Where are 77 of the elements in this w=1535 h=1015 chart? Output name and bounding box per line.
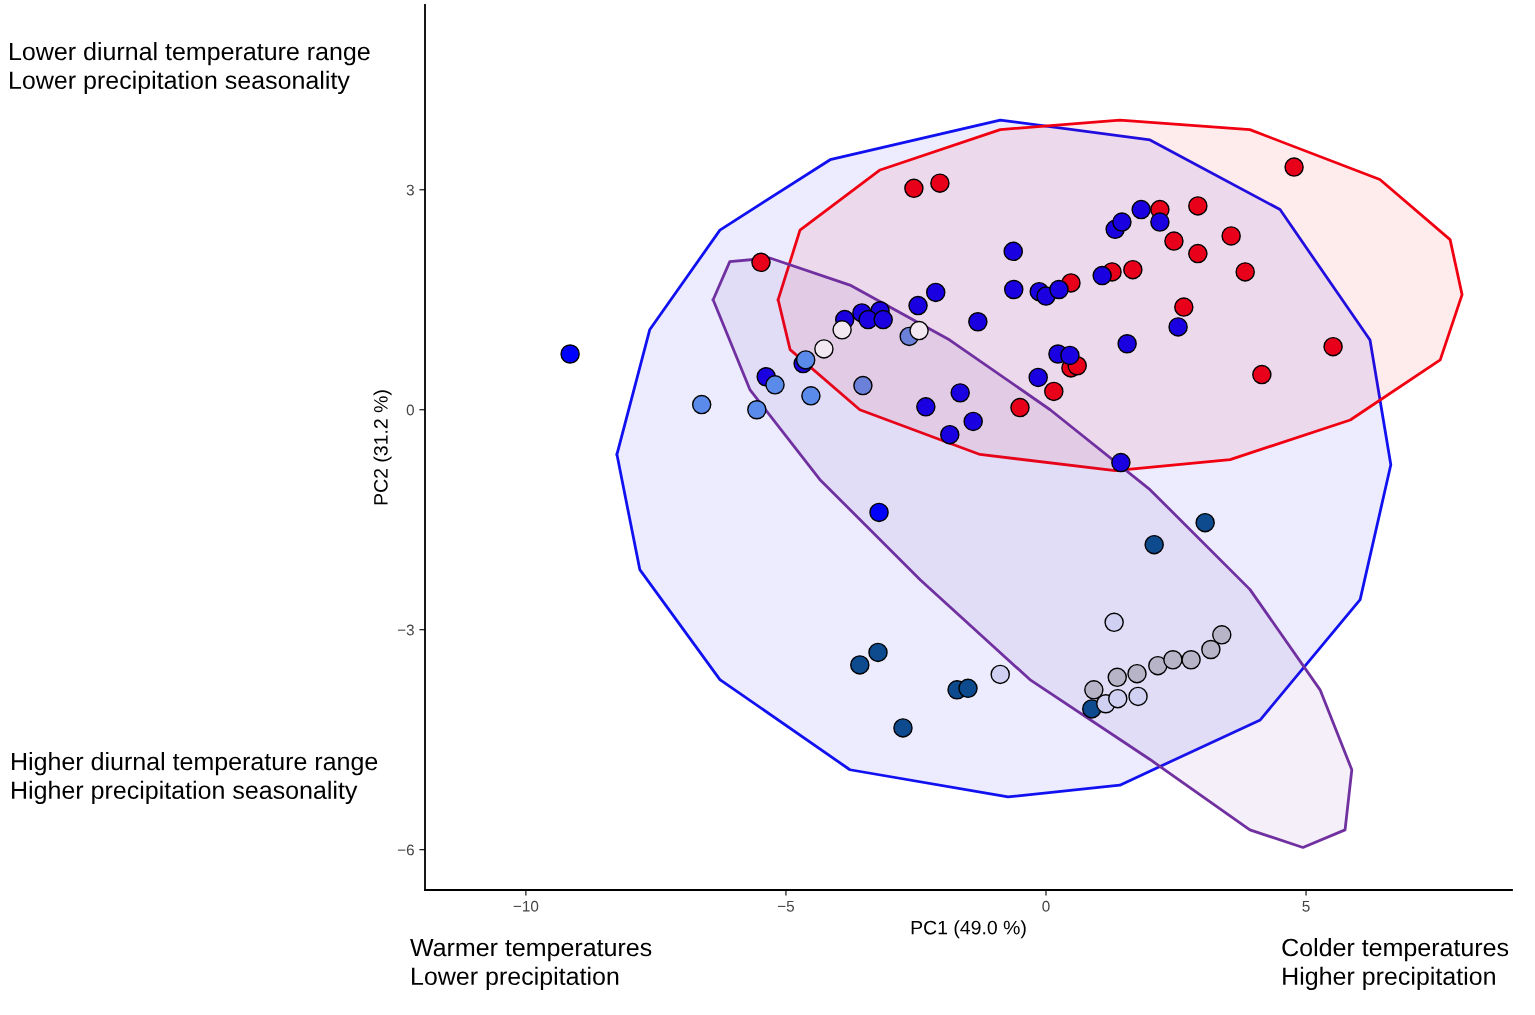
point <box>560 344 580 364</box>
point <box>940 424 960 445</box>
text: Warmer temperatures Lower precipitation <box>410 938 652 991</box>
point <box>873 309 893 330</box>
point <box>1107 667 1127 688</box>
point <box>1323 336 1343 357</box>
point <box>1123 259 1143 280</box>
x-tick-label: 0 <box>1042 900 1050 912</box>
point <box>1112 212 1132 232</box>
point <box>1235 262 1255 282</box>
point <box>990 664 1010 685</box>
point <box>916 397 936 417</box>
point <box>1128 686 1148 707</box>
point <box>963 411 983 432</box>
point <box>1084 680 1104 700</box>
point <box>925 282 946 303</box>
x-tick-label: −5 <box>777 900 795 912</box>
point <box>1188 196 1208 216</box>
point <box>1144 534 1164 555</box>
point <box>1150 212 1170 232</box>
point <box>950 383 970 403</box>
point <box>1195 512 1215 533</box>
point <box>1028 367 1048 388</box>
point <box>1044 381 1064 402</box>
point <box>958 678 978 699</box>
y-tick-label: −3 <box>397 624 414 636</box>
y-axis-title: PC2 (31.2 %) <box>373 390 392 505</box>
point <box>801 386 821 406</box>
point <box>893 718 913 738</box>
point <box>1212 625 1232 645</box>
point <box>1148 655 1168 676</box>
point <box>1104 612 1124 633</box>
point <box>908 295 928 316</box>
point <box>1201 639 1221 660</box>
point <box>1111 452 1131 473</box>
point <box>747 399 767 420</box>
point <box>1010 397 1030 418</box>
point <box>1117 333 1137 354</box>
point <box>850 655 870 675</box>
point <box>1003 279 1024 300</box>
x-tick-label: 5 <box>1302 900 1310 912</box>
point <box>1168 317 1188 337</box>
point <box>832 320 852 340</box>
point <box>1284 157 1304 177</box>
point <box>1163 650 1183 670</box>
point <box>909 320 929 341</box>
point <box>1181 650 1201 670</box>
point <box>868 642 888 663</box>
point <box>1174 297 1194 317</box>
point <box>1127 663 1147 684</box>
x-tick-label: −10 <box>513 900 539 912</box>
point <box>691 394 712 415</box>
point <box>765 375 785 395</box>
point <box>853 375 873 396</box>
x-axis-title: PC1 (49.0 %) <box>911 920 1026 939</box>
y-tick-label: 0 <box>406 404 414 416</box>
y-tick-label: 3 <box>406 184 414 196</box>
text: Colder temperatures Higher precipitation <box>1282 938 1509 991</box>
point <box>930 173 950 193</box>
point <box>751 252 771 273</box>
point <box>1131 199 1151 220</box>
point <box>1188 243 1208 264</box>
point <box>814 339 834 359</box>
point <box>1049 279 1069 300</box>
point <box>968 312 988 332</box>
text: Higher diurnal temperature range Higher precipitation seasonality <box>12 752 378 805</box>
y-tick-label: −6 <box>397 844 414 856</box>
point <box>1060 345 1080 366</box>
point <box>1252 364 1272 385</box>
point <box>1092 265 1112 286</box>
point <box>904 178 924 199</box>
point <box>1108 688 1128 709</box>
point <box>1003 241 1023 262</box>
point <box>1164 231 1184 251</box>
point <box>1221 226 1241 246</box>
text: Lower diurnal temperature range Lower precipitation seasonality <box>10 42 370 95</box>
point <box>869 502 889 523</box>
